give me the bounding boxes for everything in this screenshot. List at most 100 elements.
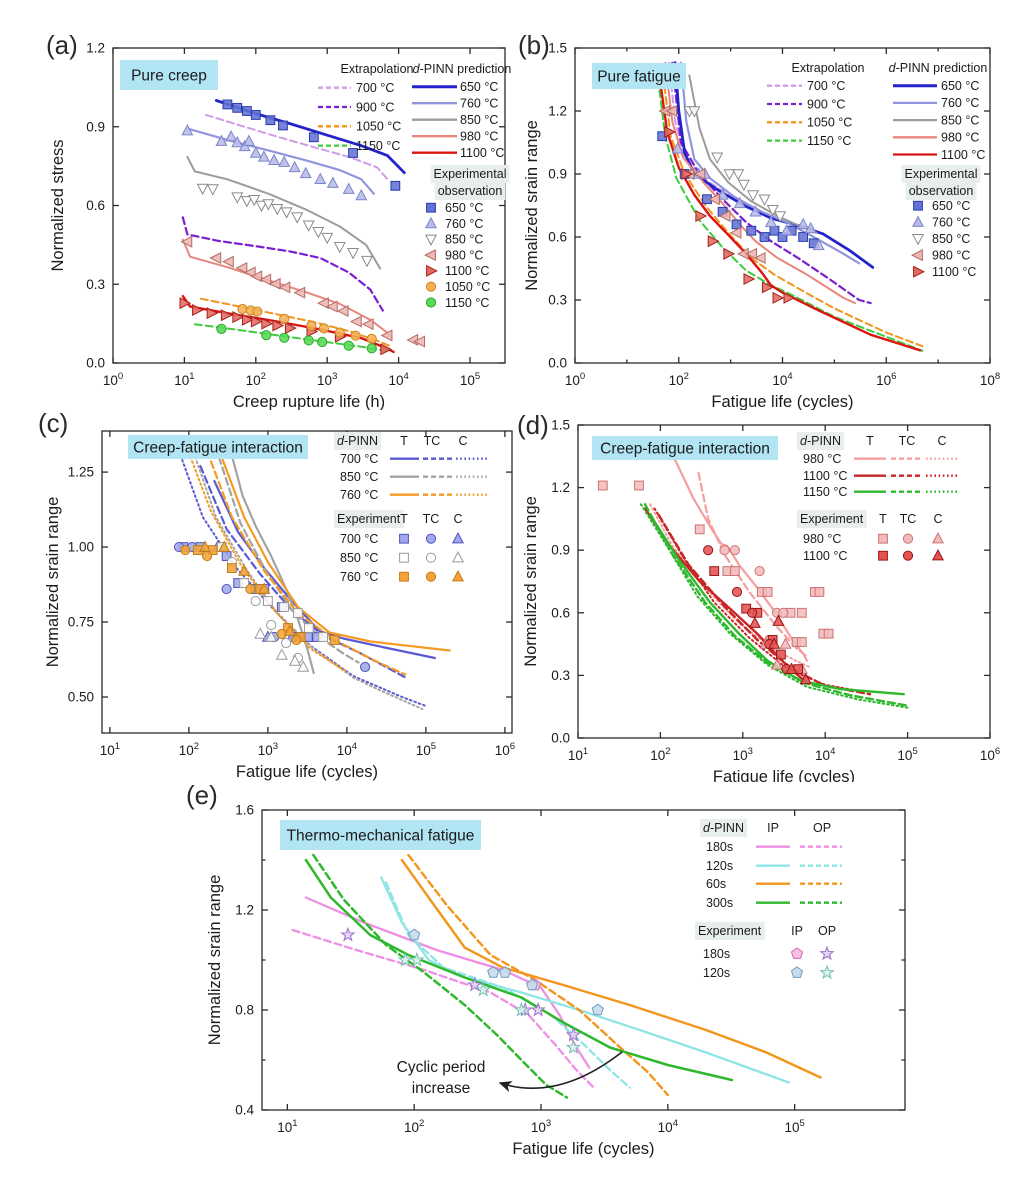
data-point-marker xyxy=(340,926,356,942)
data-point-marker xyxy=(347,248,360,260)
legend-col-header: TC xyxy=(423,512,440,526)
data-point-marker xyxy=(361,318,374,331)
data-point-marker xyxy=(293,286,306,299)
legend-title: Extrapolation xyxy=(792,61,865,75)
legend-label: 700 °C xyxy=(356,81,394,95)
legend-col-header: T xyxy=(866,434,874,448)
legend-marker-swatch xyxy=(878,550,888,561)
x-tick-label: 100 xyxy=(103,371,123,388)
a-markers-760-c xyxy=(181,124,368,201)
legend-header-bg xyxy=(901,165,981,183)
legend-header-bg xyxy=(695,922,765,940)
data-point-marker xyxy=(279,313,290,324)
y-tick-label: 0.0 xyxy=(548,356,567,371)
data-point-marker xyxy=(261,317,274,330)
legend-col-header: IP xyxy=(767,821,779,835)
data-point-marker xyxy=(306,320,317,331)
data-point-marker xyxy=(222,99,233,110)
data-point-marker xyxy=(770,658,784,670)
legend-marker-swatch xyxy=(425,552,437,563)
data-point-marker xyxy=(732,169,745,181)
d-title: Creep-fatigue interaction xyxy=(600,441,770,458)
a-line-extrapolation-900-c xyxy=(181,216,384,312)
plot-area-border xyxy=(574,47,991,364)
legend-label: 700 °C xyxy=(340,532,378,546)
data-point-marker xyxy=(693,167,706,181)
legend-label: 980 °C xyxy=(941,131,979,145)
a-markers-980-c xyxy=(180,235,426,348)
data-point-marker xyxy=(671,142,684,154)
data-point-marker xyxy=(225,130,238,142)
legend-col-header: OP xyxy=(813,821,831,835)
y-tick-label: 1.2 xyxy=(548,104,567,119)
data-point-marker xyxy=(266,619,277,631)
x-tick-label: 105 xyxy=(897,746,917,763)
b-line-d-pinn-760-c xyxy=(679,61,861,265)
b-legend-d-pinn-prediction: d-PINN prediction 650 °C 760 °C 850 °C 980 °… xyxy=(889,61,988,162)
d-line-980-c-tc xyxy=(697,471,808,658)
a-title-box: Pure creep xyxy=(120,60,218,90)
data-point-marker xyxy=(278,120,288,131)
e-legend-experiment: Experiment IP OP 180s 120s xyxy=(695,922,836,980)
legend-title: Experiment xyxy=(800,512,864,526)
y-tick-label: 0.3 xyxy=(548,293,567,308)
legend-label: 850 °C xyxy=(932,232,970,246)
c-line-850-c-tc xyxy=(217,455,360,664)
legend-label: 60s xyxy=(706,877,726,891)
data-point-marker xyxy=(325,300,338,313)
legend-marker-swatch xyxy=(425,571,437,582)
legend-label: 760 °C xyxy=(941,96,979,110)
data-point-marker xyxy=(241,106,252,116)
d-line-1150-c-tc xyxy=(643,503,909,707)
x-tick-label: 106 xyxy=(495,741,515,758)
panel-c-creep-fatigue-chart: 101 102 103 104 105 106 0.50 0.75 1.00 1.25 Fatigu… xyxy=(44,430,515,781)
data-point-marker xyxy=(249,146,262,158)
legend-label: 850 °C xyxy=(340,551,378,565)
legend-label: 1150 °C xyxy=(445,296,489,310)
c-line-700-c-t xyxy=(213,479,436,660)
data-point-marker xyxy=(202,550,213,562)
y-tick-label: 1.00 xyxy=(68,540,94,555)
b-line-extrapolation-900-c xyxy=(671,61,872,305)
data-point-marker xyxy=(218,540,231,552)
y-tick-label: 1.2 xyxy=(235,903,254,918)
legend-title: d-PINN xyxy=(800,434,841,448)
data-point-marker xyxy=(303,623,314,633)
legend-label: 760 °C xyxy=(340,488,378,502)
y-tick-label: 0.9 xyxy=(86,119,105,134)
legend-label: 760 °C xyxy=(340,570,378,584)
data-point-marker xyxy=(709,566,720,576)
data-point-marker xyxy=(796,607,807,618)
data-point-marker xyxy=(232,102,243,113)
data-point-marker xyxy=(293,608,303,618)
data-point-marker xyxy=(759,232,770,242)
x-tick-label: 101 xyxy=(568,746,588,763)
data-point-marker xyxy=(764,215,778,227)
data-point-marker xyxy=(268,153,281,166)
data-point-marker xyxy=(284,322,297,335)
data-point-marker xyxy=(302,220,315,232)
data-point-marker xyxy=(179,297,192,310)
data-point-marker xyxy=(303,335,314,346)
legend-header-bg xyxy=(905,182,977,200)
plot-area-border xyxy=(261,809,906,1111)
data-point-marker xyxy=(231,135,244,148)
y-tick-label: 1.6 xyxy=(235,803,254,818)
a-markers-850-c xyxy=(196,183,373,268)
data-point-marker xyxy=(308,132,319,143)
d-markers-1100-c-c xyxy=(748,614,812,685)
data-point-marker xyxy=(716,188,729,200)
d-line-980-c-c xyxy=(649,503,811,669)
data-point-marker xyxy=(772,291,785,304)
legend-header-bg xyxy=(434,182,506,200)
x-tick-label: 104 xyxy=(388,371,408,388)
data-point-marker xyxy=(718,209,731,223)
y-tick-label: 1.2 xyxy=(86,41,105,56)
x-tick-label: 103 xyxy=(258,741,278,758)
data-point-marker xyxy=(783,291,796,304)
b-title-box: Pure fatigue xyxy=(592,63,686,89)
data-point-marker xyxy=(814,587,825,597)
legend-col-header: IP xyxy=(791,924,803,938)
e-title-box: Thermo-mechanical fatigue xyxy=(280,820,481,850)
data-point-marker xyxy=(348,148,358,158)
